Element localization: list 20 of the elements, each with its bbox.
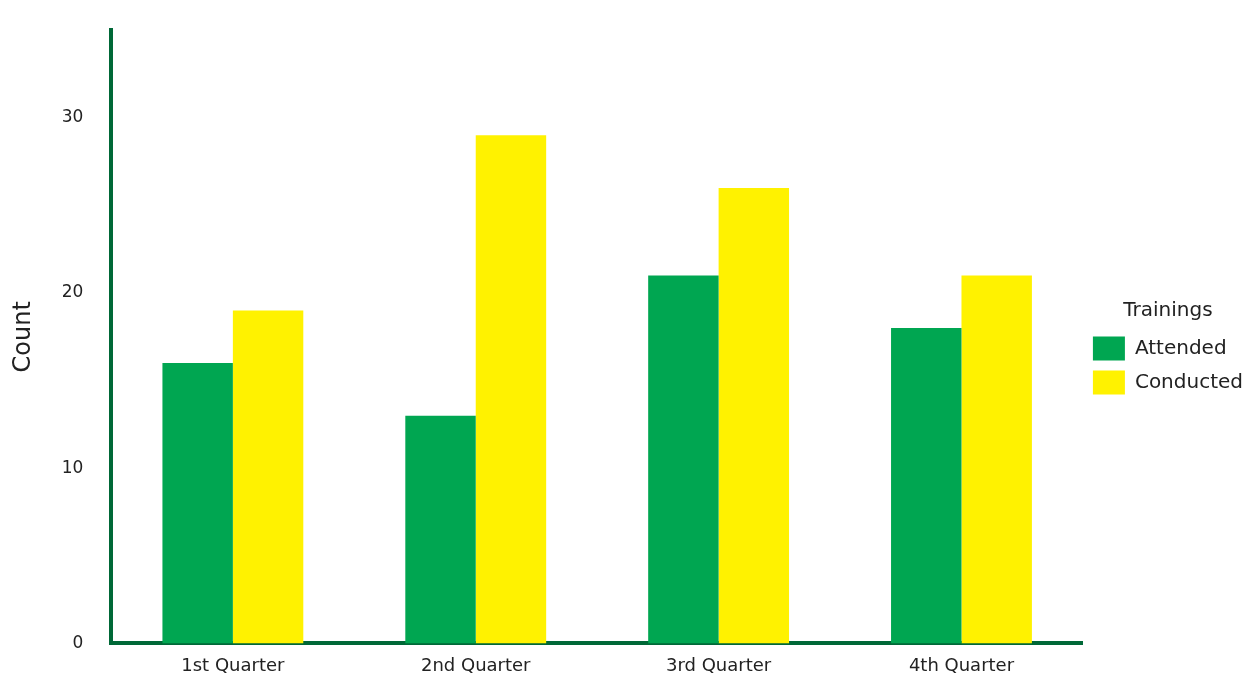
bar: [232, 310, 304, 644]
legend-label: Attended: [1134, 334, 1227, 359]
bar: [162, 363, 233, 644]
y-tick-label: 10: [61, 456, 84, 477]
y-tick-label: 0: [72, 631, 84, 652]
bar: [891, 328, 962, 644]
x-tick-label: 2nd Quarter: [420, 653, 532, 675]
bar: [648, 275, 719, 644]
y-tick-label: 30: [61, 106, 84, 127]
y-tick-label: 20: [61, 281, 84, 302]
bar: [475, 135, 547, 644]
x-tick-label: 4th Quarter: [908, 653, 1015, 675]
bar: [718, 187, 790, 644]
x-tick-label: 1st Quarter: [181, 653, 286, 675]
y-axis-title: Count: [7, 301, 36, 373]
bar: [405, 415, 476, 644]
legend-label: Conducted: [1134, 368, 1244, 393]
legend-title: Trainings: [1122, 296, 1213, 321]
bar: [961, 275, 1032, 644]
x-tick-label: 3rd Quarter: [665, 653, 772, 675]
